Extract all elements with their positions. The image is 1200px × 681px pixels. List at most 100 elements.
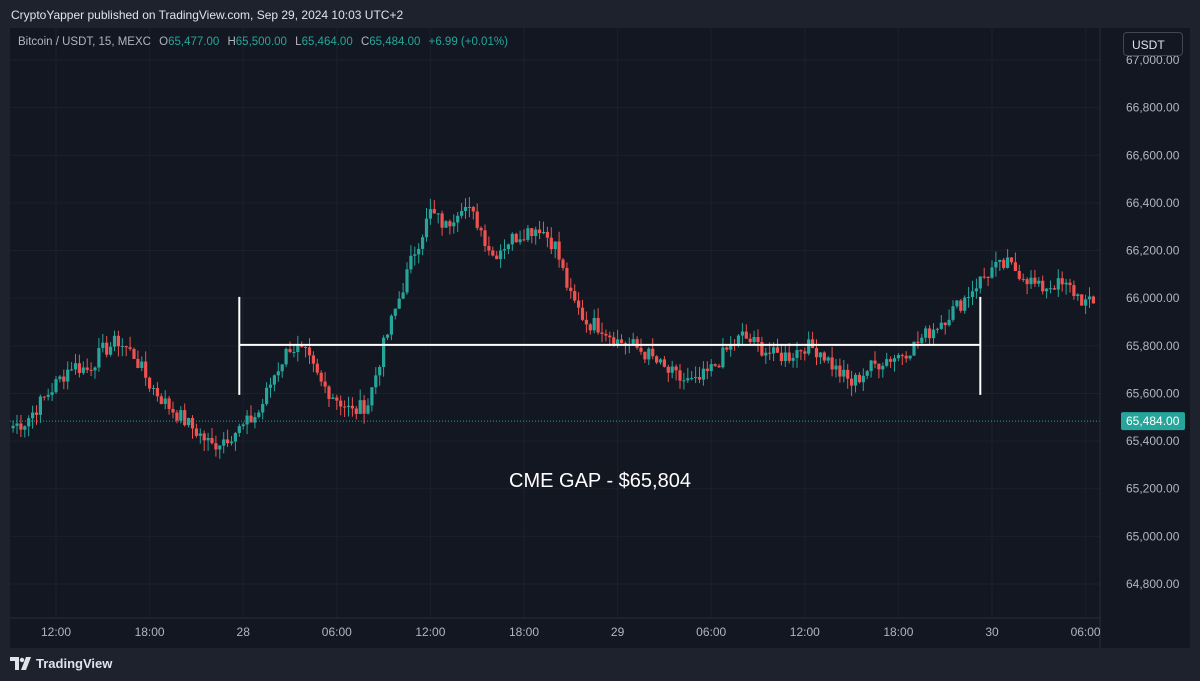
time-tick-label: 18:00 <box>883 625 913 639</box>
candle-body <box>491 250 495 256</box>
candle-body <box>713 364 717 366</box>
cme-gap-label: CME GAP - $65,804 <box>509 470 691 492</box>
candle-body <box>54 379 58 393</box>
candle-body <box>608 335 612 338</box>
candle-body <box>978 276 982 289</box>
candle-body <box>148 377 152 389</box>
candle-body <box>46 394 50 397</box>
candle-body <box>362 400 366 414</box>
candle-body <box>850 378 854 386</box>
candle-body <box>409 255 413 270</box>
candle-body <box>666 366 670 373</box>
candle-body <box>214 443 218 450</box>
candle-body <box>136 358 140 368</box>
candle-body <box>951 306 955 320</box>
candle-body <box>612 337 616 346</box>
candle-body <box>159 396 163 404</box>
candle-body <box>202 433 206 441</box>
candle-body <box>553 241 557 250</box>
candle-body <box>775 347 780 353</box>
tradingview-brand-label: TradingView <box>36 656 113 671</box>
candle-body <box>452 222 456 227</box>
top-bar: CryptoYapper published on TradingView.co… <box>0 0 1200 28</box>
candle-body <box>935 328 939 330</box>
candle-body <box>382 337 386 368</box>
price-tick-label: 66,400.00 <box>1126 196 1180 210</box>
candle-body <box>538 229 542 234</box>
currency-button[interactable]: USDT <box>1123 32 1183 56</box>
price-tick-label: 65,200.00 <box>1126 482 1180 496</box>
candle-body <box>339 400 343 407</box>
candle-body <box>690 377 694 379</box>
candle-body <box>1002 259 1006 268</box>
candle-body <box>460 211 464 216</box>
candle-body <box>70 369 74 371</box>
candle-body <box>187 417 191 426</box>
candle-body <box>1056 278 1060 290</box>
candle-body <box>740 331 744 336</box>
chart-svg[interactable]: CME GAP - $65,804 64,800.00 65,000.00 65,2… <box>10 28 1190 648</box>
candle-body <box>826 357 830 361</box>
candle-body <box>343 406 347 408</box>
candle-body <box>1025 279 1029 285</box>
candle-body <box>440 213 444 228</box>
candle-body <box>105 342 109 355</box>
bottom-bar <box>0 648 1200 681</box>
candle-body <box>834 365 838 370</box>
candle-body <box>744 331 748 339</box>
candle-body <box>592 317 596 331</box>
candle-body <box>814 347 819 358</box>
candle-body <box>499 250 503 260</box>
candle-body <box>580 307 585 320</box>
candle-body <box>967 296 971 298</box>
candle-body <box>928 328 932 339</box>
candle-body <box>885 359 889 366</box>
candle-body <box>81 367 85 373</box>
candle-body <box>335 397 339 401</box>
candle-body <box>721 347 725 368</box>
candle-body <box>124 346 128 348</box>
candle-body <box>818 352 822 358</box>
chart-area[interactable]: CME GAP - $65,804 64,800.00 65,000.00 65,2… <box>10 28 1190 648</box>
candle-body <box>994 261 998 268</box>
candle-body <box>194 428 198 436</box>
candle-body <box>237 426 241 433</box>
candle-body <box>261 403 265 413</box>
candles-group <box>11 197 1095 459</box>
candle-body <box>752 337 756 343</box>
candle-body <box>931 329 936 339</box>
candle-body <box>401 292 405 299</box>
candle-body <box>670 366 674 373</box>
candle-body <box>218 445 222 450</box>
change-value: +6.99 (+0.01%) <box>428 36 508 48</box>
candle-body <box>678 370 682 381</box>
candle-body <box>596 317 600 333</box>
candle-body <box>378 367 382 376</box>
candle-body <box>651 348 655 357</box>
candle-body <box>1041 280 1045 292</box>
candle-body <box>869 360 873 372</box>
candle-body <box>463 206 468 212</box>
candle-body <box>787 352 791 361</box>
time-tick-label: 06:00 <box>322 625 352 639</box>
time-tick-label: 29 <box>611 625 625 639</box>
candle-body <box>1045 288 1049 292</box>
tradingview-brand[interactable]: TradingView <box>10 656 112 671</box>
symbol-name[interactable]: Bitcoin / USDT, 15, MEXC <box>18 36 151 48</box>
candle-body <box>112 335 117 347</box>
candle-body <box>190 417 195 429</box>
candle-body <box>522 239 526 241</box>
candle-body <box>573 291 577 301</box>
candle-body <box>1068 282 1072 286</box>
candle-body <box>892 358 897 362</box>
candle-body <box>639 347 643 352</box>
price-tick-label: 67,000.00 <box>1126 53 1180 67</box>
candle-body <box>42 396 46 398</box>
open-value: 65,477.00 <box>168 36 220 48</box>
price-tick-label: 66,600.00 <box>1126 148 1180 162</box>
time-tick-label: 06:00 <box>1071 625 1101 639</box>
candle-body <box>694 377 698 379</box>
candle-body <box>495 255 499 260</box>
candle-body <box>998 259 1002 262</box>
last-price-label: 65,484.00 <box>1126 414 1180 428</box>
